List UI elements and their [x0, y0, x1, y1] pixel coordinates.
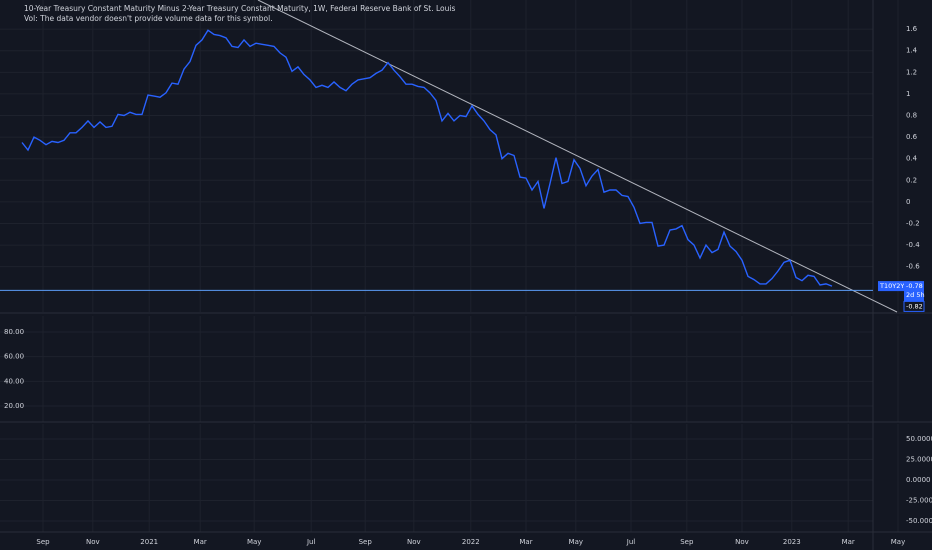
x-tick-label: Nov — [407, 538, 421, 546]
y-tick-label: 0.0000 — [906, 476, 931, 484]
x-tick-label: Sep — [36, 538, 50, 546]
plot — [21, 29, 833, 287]
y-tick-label: 25.0000 — [906, 456, 932, 464]
x-tick-label: Nov — [86, 538, 100, 546]
x-tick-label: May — [569, 538, 583, 546]
y-tick-label: 40.00 — [4, 377, 24, 385]
y-tick-label: 60.00 — [4, 353, 24, 361]
x-tick-label: Mar — [194, 538, 207, 546]
y-tick-label: 20.00 — [4, 402, 24, 410]
y-tick-label: 0.6 — [906, 133, 918, 141]
y-tick-label: 0.2 — [906, 176, 917, 184]
symbol-label: T10Y2Y — [879, 282, 904, 290]
y-tick-label: -50.0000 — [906, 517, 932, 525]
x-tick-label: Mar — [842, 538, 855, 546]
x-tick-label: 2022 — [462, 538, 480, 546]
y-tick-label: 1.4 — [906, 47, 918, 55]
chart-title: 10-Year Treasury Constant Maturity Minus… — [24, 4, 455, 13]
x-tick-label: Jul — [626, 538, 636, 546]
y-tick-label: 80.00 — [4, 328, 24, 336]
y-tick-label: 0.4 — [906, 155, 918, 163]
x-tick-label: May — [247, 538, 261, 546]
y-tick-label: 0.8 — [906, 112, 917, 120]
series-line — [21, 29, 833, 287]
hline-label-bg — [903, 300, 925, 312]
x-tick-label: Jul — [306, 538, 316, 546]
x-tick-label: May — [891, 538, 905, 546]
y-tick-label: 1.2 — [906, 68, 917, 76]
last-value-bg — [904, 281, 924, 302]
y-tick-label: -0.4 — [906, 241, 920, 249]
chart-subtitle: Vol: The data vendor doesn't provide vol… — [24, 14, 273, 23]
y-tick-label: -25.0000 — [906, 497, 932, 505]
y-tick-label: 1.6 — [906, 25, 918, 33]
last-value-label: -0.78 — [906, 282, 923, 290]
y-tick-label: 1 — [906, 90, 910, 98]
x-tick-label: 2023 — [783, 538, 801, 546]
y-tick-label: -0.6 — [906, 263, 920, 271]
hline-label: -0.82 — [906, 302, 923, 310]
grid — [0, 0, 899, 532]
y-tick-label: -0.2 — [906, 219, 920, 227]
symbol-label-bg — [878, 281, 904, 292]
y-tick-label: 0 — [906, 198, 910, 206]
x-tick-label: Sep — [680, 538, 694, 546]
x-tick-label: Mar — [519, 538, 532, 546]
y-tick-label: 50.0000 — [906, 435, 932, 443]
x-tick-label: Sep — [359, 538, 373, 546]
x-tick-label: 2021 — [140, 538, 158, 546]
x-tick-label: Nov — [735, 538, 749, 546]
countdown-label: 2d 5h — [906, 291, 925, 299]
